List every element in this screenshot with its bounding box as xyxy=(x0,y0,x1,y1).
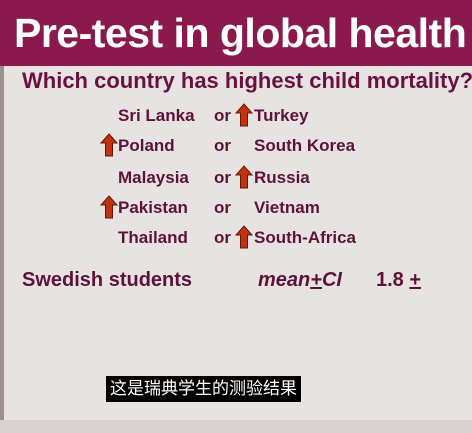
country-a: Poland xyxy=(118,136,175,155)
plus-minus-sign: + xyxy=(409,269,422,291)
up-arrow-icon xyxy=(100,195,118,219)
pair-row-5: Thailand or South-Africa xyxy=(0,224,472,252)
video-subtitle: 这是瑞典学生的测验结果 xyxy=(106,376,301,402)
country-b: South-Africa xyxy=(254,228,356,247)
pair-row-2: Poland or South Korea xyxy=(0,132,472,160)
bottom-strip xyxy=(0,420,472,433)
country-b: South Korea xyxy=(254,136,356,155)
country-a: Malaysia xyxy=(118,168,189,187)
stat-label-suffix: CI xyxy=(321,269,342,291)
left-edge xyxy=(0,66,4,433)
stat-label-prefix: mean xyxy=(258,269,311,291)
up-arrow-icon xyxy=(235,103,253,127)
up-arrow-icon xyxy=(235,225,253,249)
country-a: Sri Lanka xyxy=(118,106,195,125)
plus-minus-sign: + xyxy=(310,269,322,291)
result-label: Swedish students xyxy=(22,269,193,291)
stat-value: 1.8 + xyxy=(376,265,421,295)
or-text: or xyxy=(214,228,231,247)
country-b: Russia xyxy=(254,168,310,187)
title-bar: Pre-test in global health xyxy=(0,0,472,66)
up-arrow-icon xyxy=(235,165,253,189)
or-text: or xyxy=(214,168,231,187)
country-a: Pakistan xyxy=(118,198,188,217)
or-text: or xyxy=(214,136,231,155)
stat-value-number: 1.8 xyxy=(376,269,404,291)
pair-row-1: Sri Lanka or Turkey xyxy=(0,102,472,130)
slide-title: Pre-test in global health xyxy=(14,10,467,56)
pair-row-3: Malaysia or Russia xyxy=(0,164,472,192)
or-text: or xyxy=(214,198,231,217)
country-b: Vietnam xyxy=(254,198,320,217)
up-arrow-icon xyxy=(100,133,118,157)
pair-row-4: Pakistan or Vietnam xyxy=(0,194,472,222)
question-text: Which country has highest child mortalit… xyxy=(22,68,472,93)
or-text: or xyxy=(214,106,231,125)
result-row: Swedish students mean+CI 1.8 + xyxy=(0,265,472,295)
country-b: Turkey xyxy=(254,106,309,125)
stat-label: mean+CI xyxy=(258,265,342,295)
country-a: Thailand xyxy=(118,228,188,247)
